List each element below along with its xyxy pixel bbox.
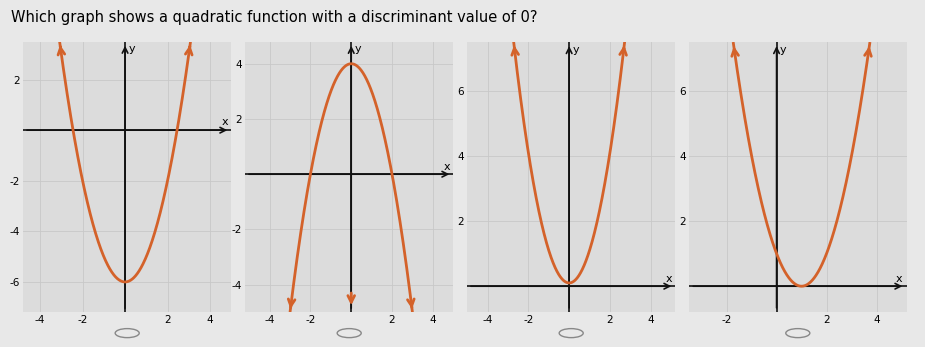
- Text: x: x: [666, 273, 672, 283]
- Text: x: x: [896, 273, 903, 283]
- Text: x: x: [444, 161, 450, 171]
- Text: x: x: [221, 118, 228, 127]
- Text: Which graph shows a quadratic function with a discriminant value of 0?: Which graph shows a quadratic function w…: [11, 10, 537, 25]
- Text: y: y: [780, 45, 786, 55]
- Text: y: y: [354, 44, 361, 54]
- Text: y: y: [573, 45, 579, 55]
- Text: y: y: [129, 44, 135, 54]
